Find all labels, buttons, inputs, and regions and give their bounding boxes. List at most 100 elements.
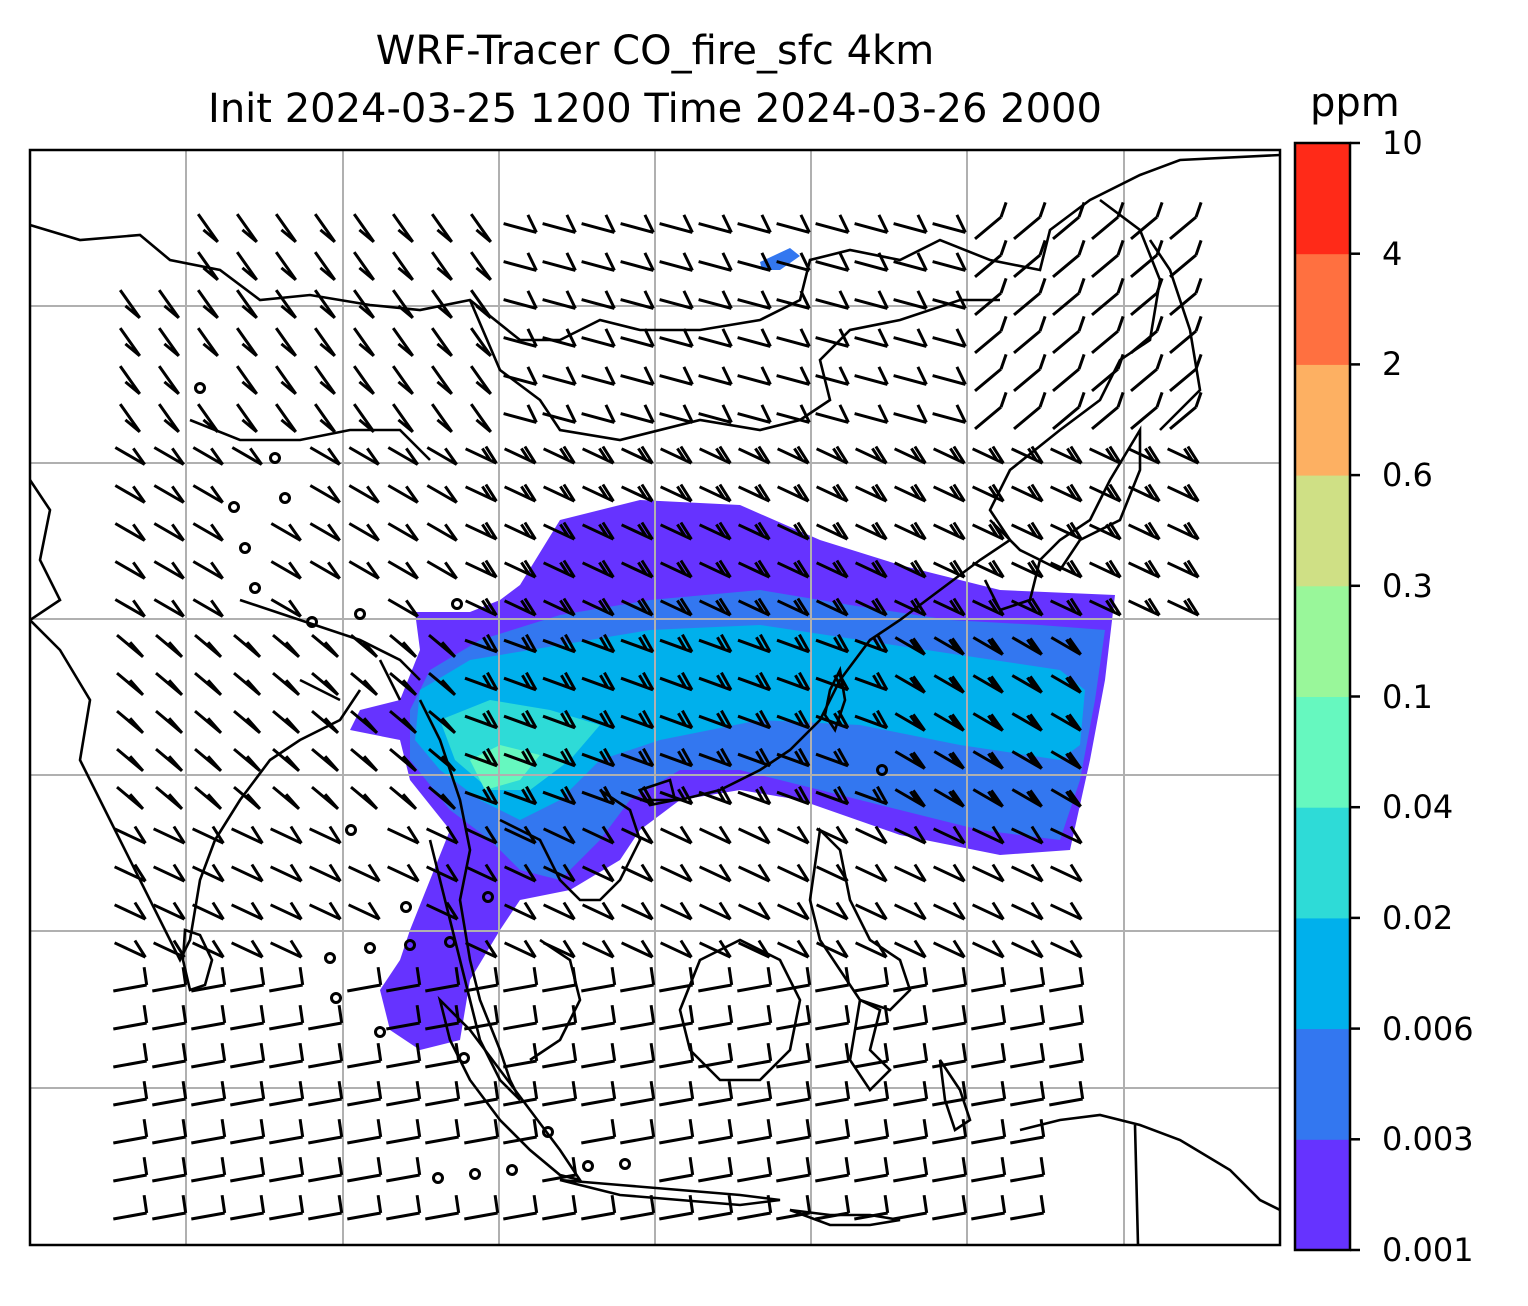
wind-barbs bbox=[113, 201, 1203, 1221]
wind-barb bbox=[1088, 559, 1122, 579]
wind-barb bbox=[425, 1194, 461, 1221]
wind-barb bbox=[659, 709, 694, 730]
wind-barb bbox=[274, 365, 298, 396]
wind-barb bbox=[698, 252, 733, 272]
wind-barb bbox=[737, 671, 772, 692]
wind-barb bbox=[854, 1194, 890, 1221]
wind-barb bbox=[659, 1080, 695, 1107]
wind-barb bbox=[893, 825, 927, 845]
wind-barb bbox=[386, 1194, 422, 1221]
wind-barb bbox=[542, 366, 577, 386]
wind-barb bbox=[737, 747, 772, 768]
wind-barb bbox=[974, 353, 1008, 393]
wind-barb bbox=[854, 483, 888, 503]
wind-barb bbox=[815, 483, 849, 503]
wind-barb bbox=[1127, 559, 1161, 579]
wind-barb bbox=[659, 633, 694, 654]
wind-barb bbox=[776, 214, 811, 234]
wind-barb bbox=[659, 366, 694, 386]
wind-calm-circle bbox=[876, 764, 888, 776]
wind-barb bbox=[659, 939, 693, 959]
wind-barb bbox=[464, 939, 498, 959]
wind-calm-circle bbox=[194, 382, 206, 394]
wind-barb bbox=[503, 559, 537, 579]
wind-barb bbox=[308, 1042, 344, 1069]
wind-barb bbox=[389, 633, 418, 659]
wind-barb bbox=[155, 709, 184, 735]
wind-barb bbox=[737, 709, 772, 730]
wind-barb bbox=[113, 1042, 149, 1069]
wind-barb bbox=[272, 633, 301, 659]
wind-barb bbox=[428, 633, 457, 659]
wind-calm-circle bbox=[582, 1160, 594, 1172]
wind-barb bbox=[114, 484, 146, 504]
colorbar-segment bbox=[1295, 253, 1350, 365]
wind-barb bbox=[503, 1080, 539, 1107]
wind-barb bbox=[620, 747, 655, 768]
wind-barb bbox=[191, 1080, 227, 1107]
wind-barb bbox=[391, 365, 415, 396]
wind-barb bbox=[581, 747, 616, 768]
wind-barb bbox=[737, 290, 772, 310]
wind-barb bbox=[698, 366, 733, 386]
wind-barb bbox=[269, 1156, 305, 1183]
wind-barb bbox=[230, 825, 264, 845]
wind-barb bbox=[737, 328, 772, 348]
wind-barb bbox=[737, 1042, 773, 1069]
wind-barb bbox=[391, 403, 415, 434]
wind-barb bbox=[815, 404, 850, 424]
wind-barb bbox=[542, 214, 577, 234]
wind-barb bbox=[425, 1004, 461, 1031]
wind-barb bbox=[270, 598, 302, 618]
wind-barb bbox=[776, 863, 810, 883]
wind-barb bbox=[893, 966, 929, 993]
wind-barb bbox=[815, 747, 850, 768]
wind-barb bbox=[737, 1156, 773, 1183]
wind-barb bbox=[933, 636, 965, 656]
wind-barb bbox=[309, 560, 341, 580]
wind-calm-markers bbox=[194, 382, 888, 1184]
wind-barb bbox=[1127, 597, 1161, 617]
map-title-line1: WRF-Tracer CO_fire_sfc 4km bbox=[375, 28, 935, 74]
wind-barb bbox=[815, 252, 850, 272]
wind-barb bbox=[269, 901, 303, 921]
wind-barb bbox=[233, 785, 262, 811]
wind-barb bbox=[230, 939, 264, 959]
wind-barb bbox=[932, 328, 967, 348]
wind-barb bbox=[1127, 445, 1161, 465]
wind-barb bbox=[620, 1080, 656, 1107]
wind-barb bbox=[854, 214, 889, 234]
wind-barb bbox=[1169, 391, 1203, 431]
wind-barb bbox=[698, 1156, 734, 1183]
wind-barb bbox=[1050, 636, 1082, 656]
wind-barb bbox=[776, 483, 810, 503]
wind-barb bbox=[581, 445, 615, 465]
wind-barb bbox=[971, 597, 1005, 617]
wind-barb bbox=[737, 1118, 773, 1145]
wind-barb bbox=[1013, 201, 1047, 241]
wind-barb bbox=[1050, 674, 1082, 694]
wind-barb bbox=[464, 671, 499, 692]
wind-barb bbox=[737, 966, 773, 993]
wind-barb bbox=[114, 598, 146, 618]
wind-barb bbox=[542, 1004, 578, 1031]
colorbar-segment bbox=[1295, 696, 1350, 808]
wind-barb bbox=[348, 522, 380, 542]
wind-barb bbox=[776, 1156, 812, 1183]
wind-barb bbox=[347, 1118, 383, 1145]
wind-barb bbox=[235, 365, 259, 396]
wind-barb bbox=[1010, 1004, 1046, 1031]
colorbar-segment bbox=[1295, 917, 1350, 1030]
wind-barb bbox=[274, 289, 298, 320]
wind-barb bbox=[387, 522, 419, 542]
wind-barb bbox=[620, 785, 655, 806]
wind-barb bbox=[503, 483, 537, 503]
wind-barb bbox=[464, 1194, 500, 1221]
wind-barb bbox=[620, 1042, 656, 1069]
wind-barb bbox=[932, 404, 967, 424]
wind-barb bbox=[1010, 1156, 1046, 1183]
wind-barb bbox=[230, 1080, 266, 1107]
wind-barb bbox=[659, 404, 694, 424]
wind-barb bbox=[893, 521, 927, 541]
wind-barb bbox=[1049, 939, 1083, 959]
